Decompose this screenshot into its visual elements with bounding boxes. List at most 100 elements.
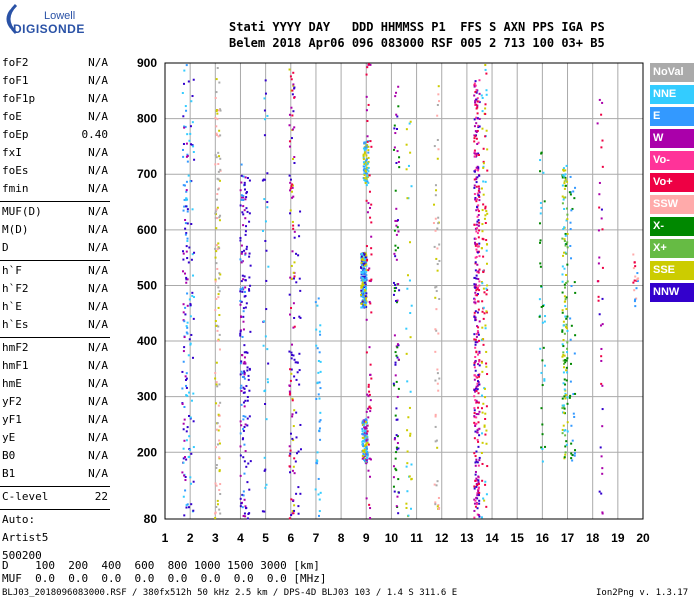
data-point <box>477 428 480 431</box>
data-point <box>392 476 395 479</box>
data-point <box>634 275 637 278</box>
data-point <box>365 259 368 262</box>
data-point <box>473 178 476 181</box>
data-point <box>365 158 368 161</box>
x-tick-label: 18 <box>586 531 600 545</box>
data-point <box>263 469 266 472</box>
data-point <box>366 144 369 147</box>
data-point <box>243 460 246 463</box>
data-point <box>186 153 189 156</box>
data-point <box>318 397 321 400</box>
data-point <box>476 112 479 115</box>
data-point <box>561 397 564 400</box>
data-point <box>218 333 221 336</box>
data-point <box>394 363 397 366</box>
data-point <box>476 117 479 120</box>
data-point <box>564 251 567 254</box>
data-point <box>217 162 220 165</box>
data-point <box>562 371 565 374</box>
data-point <box>565 252 568 255</box>
data-point <box>362 271 365 274</box>
data-point <box>218 457 221 460</box>
data-point <box>395 505 398 508</box>
data-point <box>318 427 321 430</box>
data-point <box>475 248 478 251</box>
data-point <box>477 100 480 103</box>
data-point <box>299 492 302 495</box>
data-point <box>296 361 299 364</box>
data-point <box>191 291 194 294</box>
data-point <box>183 406 186 409</box>
data-point <box>393 124 396 127</box>
data-point <box>240 181 243 184</box>
data-point <box>368 393 371 396</box>
data-point <box>410 304 413 307</box>
data-point <box>477 413 480 416</box>
data-point <box>362 275 365 278</box>
param-value: N/A <box>88 146 108 159</box>
data-point <box>242 494 245 497</box>
data-point <box>243 443 246 446</box>
param-value: N/A <box>88 74 108 87</box>
data-point <box>539 262 542 265</box>
data-point <box>367 174 370 177</box>
data-point <box>365 270 368 273</box>
data-point <box>292 84 295 87</box>
data-point <box>473 301 476 304</box>
data-point <box>476 245 479 248</box>
data-point <box>473 502 476 505</box>
data-point <box>242 437 245 440</box>
data-point <box>182 311 185 314</box>
data-point <box>214 482 217 485</box>
data-point <box>480 281 483 284</box>
data-point <box>369 458 372 461</box>
data-point <box>601 425 604 428</box>
data-point <box>218 81 221 84</box>
data-point <box>369 517 372 520</box>
data-point <box>394 255 397 258</box>
data-point <box>369 140 372 143</box>
data-point <box>482 193 485 196</box>
data-point <box>485 362 488 365</box>
data-point <box>538 315 541 318</box>
data-point <box>240 196 243 199</box>
data-point <box>319 360 322 363</box>
data-point <box>634 265 637 268</box>
data-point <box>240 252 243 255</box>
data-point <box>239 290 242 293</box>
data-point <box>475 91 478 94</box>
data-point <box>596 122 599 125</box>
data-point <box>564 305 567 308</box>
data-point <box>475 477 478 480</box>
data-point <box>361 290 364 293</box>
data-point <box>293 375 296 378</box>
data-point <box>317 514 320 517</box>
param-row-fof1p: foF1p N/A <box>2 92 108 108</box>
data-point <box>569 317 572 320</box>
data-point <box>367 395 370 398</box>
data-point <box>362 454 365 457</box>
data-point <box>217 286 220 289</box>
data-point <box>264 402 267 405</box>
data-point <box>475 479 478 482</box>
data-point <box>601 101 604 104</box>
data-point <box>476 104 479 107</box>
data-point <box>474 168 477 171</box>
data-point <box>243 360 246 363</box>
data-point <box>484 387 487 390</box>
data-point <box>484 327 487 330</box>
data-point <box>214 216 217 219</box>
data-point <box>563 388 566 391</box>
data-point <box>598 206 601 209</box>
data-point <box>437 148 440 151</box>
data-point <box>434 184 437 187</box>
data-point <box>540 305 543 308</box>
data-point <box>473 152 476 155</box>
data-point <box>476 325 479 328</box>
data-point <box>363 172 366 175</box>
data-point <box>477 373 480 376</box>
data-point <box>363 151 366 154</box>
param-name: M(D) <box>2 223 29 236</box>
data-point <box>482 343 485 346</box>
data-point <box>363 177 366 180</box>
